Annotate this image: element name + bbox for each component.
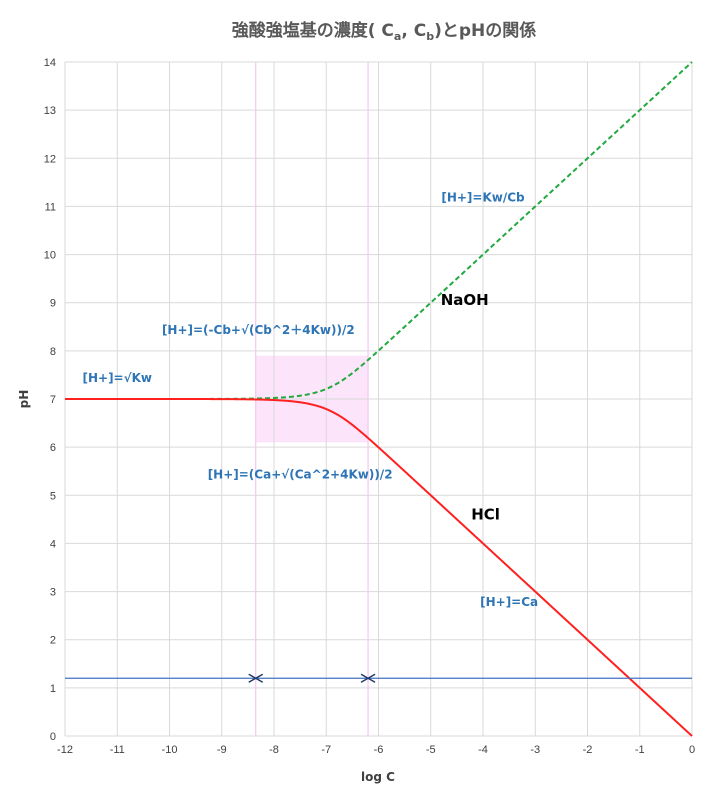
series-layer [65,61,693,737]
y-tick-label: 2 [50,635,56,647]
formula-annotation: [H+]=Ca [480,595,538,609]
y-tick-label: 10 [44,250,56,262]
y-tick-label: 1 [50,683,56,695]
x-tick-label: -7 [321,744,331,756]
marker-layer [65,673,692,683]
y-tick-label: 11 [45,201,56,213]
x-axis-label: log C [361,770,395,784]
series-label: NaOH [441,291,489,309]
y-tick-label: 4 [50,538,56,550]
y-axis-label: pH [17,390,31,409]
x-tick-label: -9 [217,744,227,756]
y-tick-label: 12 [44,153,56,165]
formula-annotation: [H+]=Kw/Cb [441,191,525,205]
x-tick-label: 0 [689,744,695,756]
y-tick-label: 3 [50,587,56,599]
y-tick-label: 8 [50,346,56,358]
y-tick-label: 5 [50,490,56,502]
x-tick-label: -10 [162,744,178,756]
y-tick-label: 7 [50,394,56,406]
x-tick-label: -6 [374,744,384,756]
formula-annotation: [H+]=√Kw [82,371,152,385]
x-tick-label: -2 [583,744,593,756]
formula-annotation: [H+]=(-Cb+√(Cb^2＋4Kw))/2 [162,323,355,337]
x-tick-label: -4 [478,744,488,756]
y-tick-label: 6 [50,442,56,454]
y-tick-label: 9 [50,298,56,310]
x-tick-label: -5 [426,744,436,756]
y-tick-label: 13 [44,105,56,117]
x-tick-label: -12 [57,744,73,756]
x-tick-label: -3 [530,744,540,756]
chart-title: 強酸強塩基の濃度( Ca, Cb)とpHの関係 [232,20,537,43]
series-label: HCl [471,505,500,523]
y-tick-label: 0 [50,731,56,743]
arrow-marker [360,673,376,683]
series-line-hcl [65,398,693,737]
x-tick-label: -1 [635,744,645,756]
y-tick-label: 14 [44,57,56,69]
x-tick-label: -8 [269,744,279,756]
arrow-marker [248,673,264,683]
annotation-layer: [H+]=√Kw [H+]=(-Cb+√(Cb^2＋4Kw))/2 [H+]=(Ca… [82,191,538,609]
x-tick-label: -11 [110,744,125,756]
formula-annotation: [H+]=(Ca+√(Ca^2+4Kw))/2 [208,467,393,481]
tick-labels: -12 -11 -10 -9 -8 -7 -6 -5 -4 -3 -2 -1 0012345678910… [44,57,695,756]
